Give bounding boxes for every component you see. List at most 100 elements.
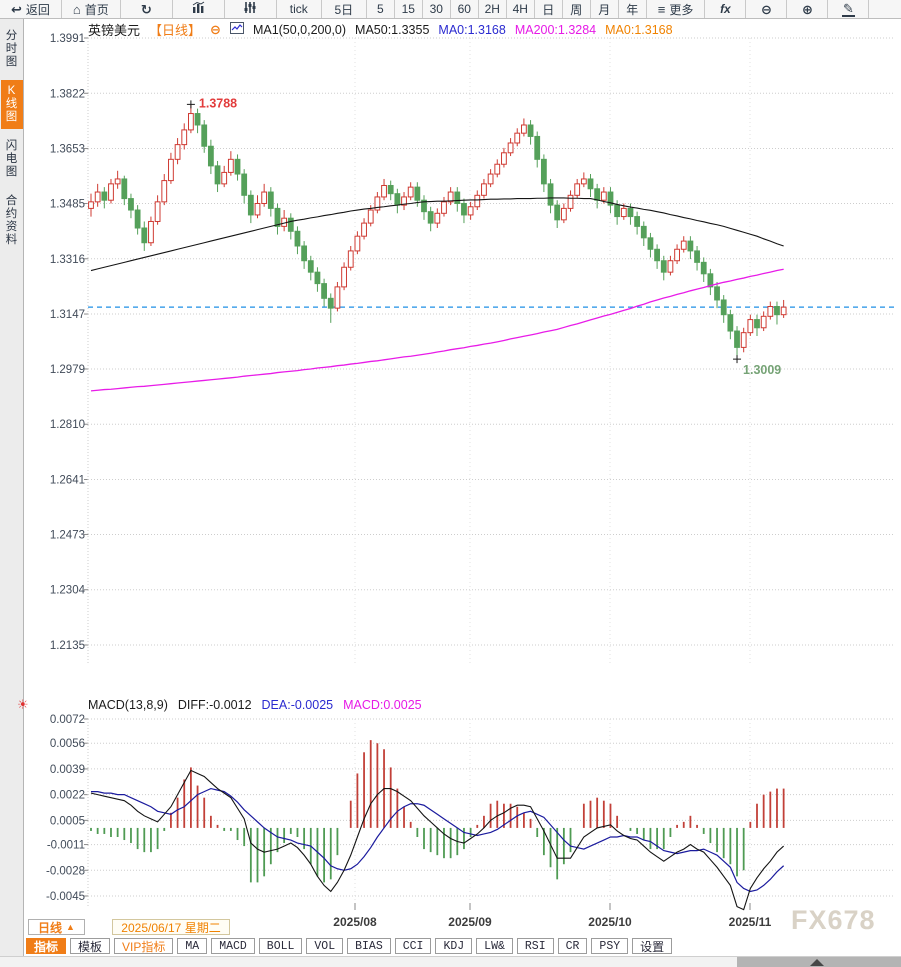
ma0-orange-value: MA0:1.3168 — [605, 22, 673, 37]
toolbar-h4-button[interactable]: 4H — [507, 0, 535, 18]
toolbar-month-button[interactable]: 月 — [591, 0, 619, 18]
svg-text:0.0072: 0.0072 — [50, 714, 85, 726]
toolbar-h2-button[interactable]: 2H — [479, 0, 507, 18]
macd-diff-value: DIFF:-0.0012 — [177, 698, 252, 712]
toolbar-fx-button[interactable]: fx — [705, 0, 747, 18]
ma0-blue-value: MA0:1.3168 — [438, 22, 506, 37]
zoom-in-icon: ⊕ — [801, 1, 813, 17]
ma50-value: MA50:1.3355 — [355, 22, 430, 37]
toolbar-zoom-in-button[interactable]: ⊕ — [787, 0, 829, 18]
sidebar-tab-char: 时 — [5, 43, 18, 55]
mini-chart-icon — [229, 22, 244, 37]
indicator-tab-lw[interactable]: LW& — [476, 938, 513, 954]
toolbar-indicator-panel-button[interactable] — [225, 0, 277, 18]
toolbar-home-button[interactable]: ⌂ 首页 — [62, 0, 121, 18]
toolbar-tick-label: tick — [289, 2, 308, 16]
bar-chart-icon — [191, 1, 206, 17]
toolbar-m15-label: 15 — [401, 2, 415, 16]
scrollbar-arrow-up-icon — [810, 959, 824, 966]
indicator-tab-ma[interactable]: MA — [177, 938, 208, 954]
indicator-tab-设置[interactable]: 设置 — [632, 938, 673, 954]
sidebar-tab-char: 图 — [5, 56, 18, 68]
svg-text:0.0022: 0.0022 — [50, 790, 85, 802]
svg-text:1.3822: 1.3822 — [50, 88, 85, 100]
sidebar-tab-char: 图 — [5, 111, 18, 123]
toolbar-week-label: 周 — [570, 2, 583, 17]
indicator-tab-模板[interactable]: 模板 — [70, 938, 111, 954]
toolbar-tick-button[interactable]: tick — [277, 0, 322, 18]
sidebar-tab-char: 分 — [5, 30, 18, 42]
svg-text:0.0039: 0.0039 — [50, 764, 85, 776]
indicator-tab-vol[interactable]: VOL — [306, 938, 344, 954]
indicator-tab-macd[interactable]: MACD — [211, 938, 255, 954]
toolbar-m60-button[interactable]: 60 — [451, 0, 479, 18]
toolbar-m30-label: 30 — [429, 2, 443, 16]
candlestick-macd-chart[interactable]: 1.3991 1.3822 1.3653 1.3485 1.3316 1.3147 1.29… — [24, 19, 901, 937]
sidebar-tab-contract-info[interactable]: 合约资料 — [1, 190, 23, 252]
svg-text:-0.0045: -0.0045 — [46, 891, 85, 903]
toolbar-week-button[interactable]: 周 — [563, 0, 591, 18]
toolbar-5d-button[interactable]: 5日 — [322, 0, 367, 18]
toolbar-m30-button[interactable]: 30 — [423, 0, 451, 18]
indicator-tab-bar: 指标 模板 VIP指标 MA MACD BOLL VOL BIAS CCI KDJ LW& RSI CR… — [26, 938, 673, 955]
toolbar-day-button[interactable]: 日 — [535, 0, 563, 18]
period-label: 【日线】 — [149, 23, 202, 38]
collapse-circle-icon[interactable]: ⊖ — [210, 21, 221, 37]
scrollbar-thumb[interactable] — [737, 957, 901, 967]
macd-value: MACD:0.0025 — [343, 698, 422, 712]
svg-text:0.0056: 0.0056 — [50, 738, 85, 750]
ma-settings-label: MA1(50,0,200,0) — [252, 22, 347, 37]
toolbar-m15-button[interactable]: 15 — [395, 0, 423, 18]
toolbar-day-label: 日 — [542, 2, 555, 17]
macd-settings-label: MACD(13,8,9) — [88, 698, 168, 712]
toolbar-refresh-button[interactable]: ↻ — [121, 0, 173, 18]
toolbar-zoom-out-button[interactable]: ⊖ — [746, 0, 788, 18]
indicator-tab-kdj[interactable]: KDJ — [435, 938, 473, 954]
sidebar-tab-char: 电 — [5, 153, 18, 165]
sidebar-tab-char: 料 — [5, 234, 18, 246]
indicator-tab-cr[interactable]: CR — [557, 938, 588, 954]
crosshair-date-readout: 2025/06/17 星期二 — [112, 919, 230, 935]
back-icon: ↩ — [11, 1, 22, 17]
indicator-tab-bias[interactable]: BIAS — [347, 938, 391, 954]
toolbar-home-label: 首页 — [84, 2, 109, 17]
sidebar-tab-char: 资 — [5, 221, 18, 233]
toolbar-back-button[interactable]: ↩ 返回 — [0, 0, 62, 18]
sidebar-tab-char: 合 — [5, 195, 18, 207]
svg-text:2025/10: 2025/10 — [588, 915, 632, 929]
ma200-value: MA200:1.3284 — [514, 22, 597, 37]
toolbar-m5-button[interactable]: 5 — [367, 0, 395, 18]
toolbar-more-button[interactable]: ≡ 更多 — [647, 0, 706, 18]
toolbar-more-label: 更多 — [669, 2, 694, 17]
toolbar-year-button[interactable]: 年 — [619, 0, 647, 18]
menu-icon: ≡ — [657, 1, 666, 17]
svg-text:1.2641: 1.2641 — [50, 475, 85, 487]
svg-text:1.2304: 1.2304 — [50, 585, 86, 597]
sidebar-tab-time-share[interactable]: 分时图 — [1, 25, 23, 74]
triangle-up-icon: ▲ — [66, 922, 75, 932]
toolbar-m60-label: 60 — [457, 2, 471, 16]
indicator-tab-psy[interactable]: PSY — [591, 938, 629, 954]
svg-text:1.2979: 1.2979 — [50, 364, 85, 376]
period-dropdown-button[interactable]: 日线 ▲ — [28, 919, 85, 935]
macd-dea-value: DEA:-0.0025 — [261, 698, 334, 712]
indicator-tab-指标[interactable]: 指标 — [26, 938, 67, 954]
toolbar-back-label: 返回 — [25, 2, 50, 17]
horizontal-scrollbar[interactable] — [0, 956, 901, 967]
indicator-tab-boll[interactable]: BOLL — [258, 938, 303, 954]
toolbar-chart-type-button[interactable] — [173, 0, 225, 18]
toolbar-draw-button[interactable]: ✎ — [828, 0, 870, 18]
toolbar-fx-label: fx — [720, 2, 731, 16]
indicator-tab-cci[interactable]: CCI — [394, 938, 432, 954]
refresh-icon: ↻ — [140, 1, 152, 17]
indicator-settings-sun-icon[interactable]: ☀ — [17, 697, 29, 712]
svg-text:1.3653: 1.3653 — [50, 144, 85, 156]
svg-text:-0.0028: -0.0028 — [46, 865, 85, 877]
svg-text:1.2810: 1.2810 — [50, 419, 85, 431]
svg-text:1.3485: 1.3485 — [50, 198, 85, 210]
indicator-tab-vip指标[interactable]: VIP指标 — [114, 938, 174, 954]
sidebar-tab-lightning[interactable]: 闪电图 — [1, 135, 23, 184]
indicator-tab-rsi[interactable]: RSI — [516, 938, 554, 954]
